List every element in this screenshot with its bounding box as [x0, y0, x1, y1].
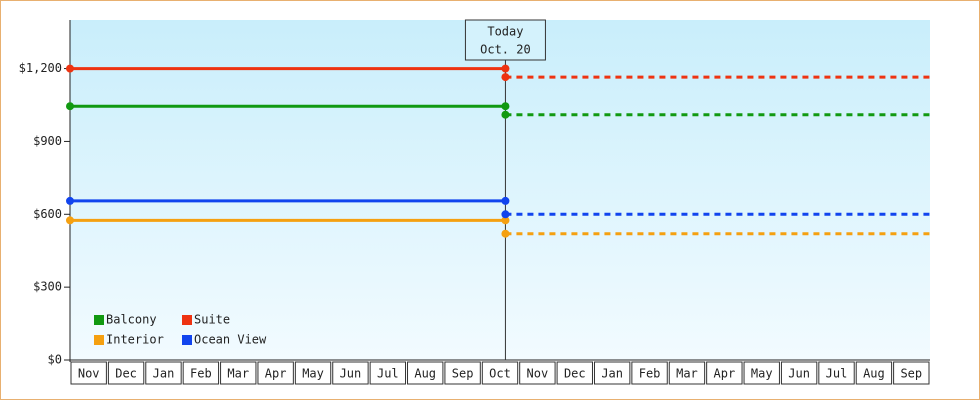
- x-tick-label: Jul: [377, 367, 399, 381]
- today-date: Oct. 20: [480, 43, 531, 57]
- x-tick-label: Jan: [601, 367, 623, 381]
- point: [66, 102, 74, 111]
- x-tick-label: Nov: [527, 367, 549, 381]
- month-cell: [855, 361, 893, 385]
- x-tick-label: Jan: [153, 367, 175, 381]
- month-cell: [444, 361, 481, 385]
- month-cell: [70, 361, 107, 385]
- x-tick-label: Aug: [863, 367, 885, 381]
- month-cell: [332, 361, 369, 385]
- month-cell: [593, 361, 631, 385]
- today-box: [464, 19, 546, 61]
- y-tick-label: $300: [33, 280, 62, 294]
- x-tick-label: Dec: [564, 367, 586, 381]
- x-tick-label: Aug: [414, 367, 436, 381]
- point: [501, 229, 510, 238]
- legend-label: Balcony: [106, 313, 157, 327]
- legend-swatch: [182, 335, 192, 345]
- legend-swatch: [94, 335, 104, 345]
- month-cell: [893, 361, 930, 385]
- month-cell: [706, 361, 743, 385]
- x-tick-label: Jun: [788, 367, 810, 381]
- point: [501, 64, 510, 73]
- month-cell: [182, 361, 220, 385]
- x-tick-label: Feb: [639, 367, 661, 381]
- x-tick-label: Mar: [227, 367, 249, 381]
- point: [501, 216, 510, 225]
- month-cell: [257, 361, 294, 385]
- y-tick-label: $600: [33, 207, 62, 221]
- y-tick-label: $0: [48, 353, 62, 367]
- x-tick-label: Sep: [900, 367, 922, 381]
- month-cell: [631, 361, 668, 385]
- month-cell: [519, 361, 556, 385]
- y-tick-label: $900: [33, 134, 62, 148]
- point: [501, 102, 510, 111]
- plot-area: [70, 20, 930, 360]
- month-cell: [481, 361, 519, 385]
- month-cell: [369, 361, 407, 385]
- month-cell: [145, 361, 182, 385]
- month-cell: [668, 361, 706, 385]
- x-tick-label: Mar: [676, 367, 698, 381]
- legend-label: Ocean View: [194, 333, 267, 347]
- month-cell: [743, 361, 780, 385]
- legend-label: Interior: [106, 333, 164, 347]
- x-tick-label: Sep: [452, 367, 474, 381]
- month-cell: [780, 361, 818, 385]
- point: [501, 73, 510, 82]
- legend-label: Suite: [194, 313, 230, 327]
- legend-swatch: [94, 315, 104, 325]
- month-cell: [556, 361, 593, 385]
- legend-swatch: [182, 315, 192, 325]
- point: [66, 196, 74, 205]
- x-tick-label: Feb: [190, 367, 212, 381]
- x-tick-label: Nov: [78, 367, 100, 381]
- month-cell: [407, 361, 444, 385]
- x-tick-label: Apr: [714, 367, 736, 381]
- point: [66, 64, 74, 73]
- x-tick-label: May: [302, 367, 324, 381]
- point: [501, 196, 510, 205]
- x-tick-label: Oct: [489, 367, 511, 381]
- x-tick-label: Jun: [340, 367, 362, 381]
- x-tick-label: Dec: [115, 367, 137, 381]
- today-title: Today: [487, 25, 523, 39]
- x-tick-label: May: [751, 367, 773, 381]
- month-cell: [220, 361, 257, 385]
- point: [501, 210, 510, 219]
- month-cell: [107, 361, 145, 385]
- month-cell: [294, 361, 332, 385]
- x-tick-label: Apr: [265, 367, 287, 381]
- month-cell: [818, 361, 855, 385]
- point: [501, 110, 510, 119]
- x-tick-label: Jul: [826, 367, 848, 381]
- y-tick-label: $1,200: [19, 61, 62, 75]
- point: [66, 216, 74, 225]
